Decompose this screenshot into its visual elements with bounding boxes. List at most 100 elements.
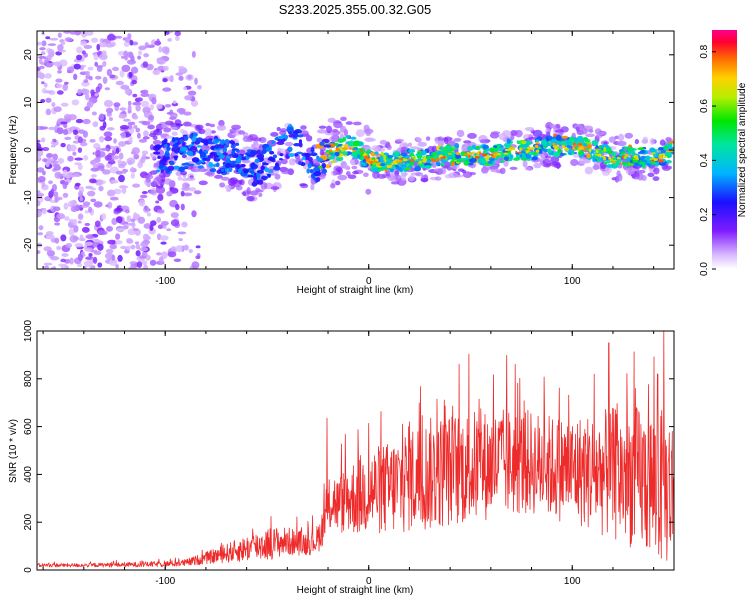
heatmap-cell bbox=[56, 245, 62, 251]
heatmap-cell bbox=[132, 183, 141, 188]
heatmap-cell bbox=[72, 129, 79, 136]
heatmap-cell bbox=[208, 161, 214, 168]
heatmap-cell bbox=[157, 209, 165, 214]
snr-x-axis: -100 0 100 bbox=[42, 331, 655, 587]
heatmap-cell bbox=[522, 160, 528, 168]
heatmap-hotspot bbox=[365, 160, 370, 163]
heatmap-cell bbox=[183, 244, 189, 251]
heatmap-cell bbox=[46, 234, 56, 240]
heatmap-cell bbox=[641, 175, 647, 181]
heatmap-cell bbox=[503, 156, 509, 162]
heatmap-cell bbox=[44, 57, 49, 65]
heatmap-cell bbox=[112, 66, 120, 72]
heatmap-cell bbox=[177, 176, 182, 181]
heatmap-cell bbox=[41, 40, 47, 47]
x-tick-label: 100 bbox=[564, 576, 581, 587]
heatmap-cell bbox=[434, 168, 439, 172]
heatmap-hotspot bbox=[398, 159, 403, 163]
heatmap-cell bbox=[76, 46, 83, 54]
heatmap-cell bbox=[102, 76, 108, 84]
heatmap-cell bbox=[312, 174, 316, 181]
heatmap-cell bbox=[553, 151, 561, 158]
snr-series-line bbox=[37, 331, 674, 568]
heatmap-cell bbox=[157, 224, 164, 230]
heatmap-cell bbox=[71, 99, 80, 106]
heatmap-cell bbox=[89, 138, 96, 143]
heatmap-cell bbox=[442, 158, 449, 162]
heatmap-cell bbox=[510, 133, 515, 141]
heatmap-cell bbox=[133, 212, 138, 219]
heatmap-hotspot bbox=[573, 144, 578, 148]
heatmap-cell bbox=[85, 235, 95, 239]
heatmap-cell bbox=[544, 155, 552, 159]
heatmap-cell bbox=[57, 44, 64, 52]
heatmap-cell bbox=[137, 132, 141, 139]
heatmap-cell bbox=[169, 161, 175, 166]
heatmap-cell bbox=[583, 138, 591, 142]
heatmap-cell bbox=[124, 55, 128, 61]
heatmap-cell bbox=[235, 149, 240, 153]
snr-y-label: SNR (10 * v/v) bbox=[8, 419, 19, 483]
heatmap-cell bbox=[185, 156, 193, 161]
heatmap-cell bbox=[151, 39, 157, 47]
heatmap-cell bbox=[92, 160, 97, 169]
heatmap-cell bbox=[215, 162, 220, 168]
heatmap-cell bbox=[181, 186, 191, 191]
heatmap-cell bbox=[115, 147, 120, 154]
heatmap-cell bbox=[439, 146, 444, 151]
heatmap-cell bbox=[226, 158, 231, 164]
heatmap-cell bbox=[57, 32, 62, 38]
heatmap-cell bbox=[191, 157, 200, 163]
heatmap-cell bbox=[195, 255, 201, 260]
heatmap-cell bbox=[519, 144, 525, 148]
heatmap-cell bbox=[163, 138, 168, 143]
heatmap-cell bbox=[327, 117, 336, 123]
heatmap-cell bbox=[555, 134, 562, 141]
heatmap-hotspot bbox=[579, 147, 584, 150]
heatmap-cell bbox=[257, 179, 264, 185]
heatmap-cell bbox=[575, 126, 580, 132]
heatmap-cell bbox=[214, 174, 223, 179]
heatmap-cell bbox=[140, 100, 150, 108]
heatmap-cell bbox=[659, 139, 666, 146]
heatmap-cell bbox=[133, 125, 138, 129]
heatmap-cell bbox=[153, 176, 162, 185]
heatmap-cell bbox=[108, 117, 113, 121]
heatmap-cell bbox=[215, 138, 222, 142]
heatmap-cell bbox=[533, 162, 542, 169]
heatmap-hotspot bbox=[495, 151, 498, 154]
heatmap-cell bbox=[628, 150, 636, 155]
heatmap-cell bbox=[119, 107, 127, 111]
heatmap-cell bbox=[130, 172, 135, 179]
heatmap-cell bbox=[190, 99, 199, 107]
heatmap-cell bbox=[413, 166, 422, 172]
heatmap-cell bbox=[118, 174, 125, 183]
heatmap-cell bbox=[400, 152, 408, 157]
heatmap-cell bbox=[258, 192, 263, 198]
heatmap-cell bbox=[95, 75, 102, 80]
heatmap-hotspot bbox=[588, 148, 592, 152]
heatmap-cell bbox=[551, 136, 556, 140]
heatmap-hotspot bbox=[561, 145, 565, 148]
heatmap-cell bbox=[47, 49, 55, 57]
heatmap-cell bbox=[115, 207, 123, 212]
heatmap-cell bbox=[37, 167, 45, 173]
heatmap-cell bbox=[84, 247, 93, 252]
heatmap-cell bbox=[77, 220, 82, 224]
heatmap-cell bbox=[77, 88, 82, 95]
heatmap-cell bbox=[190, 169, 201, 173]
heatmap-cell bbox=[248, 134, 258, 141]
heatmap-cell bbox=[255, 187, 261, 193]
heatmap-cell bbox=[106, 225, 114, 232]
heatmap-cell bbox=[105, 107, 114, 114]
heatmap-cell bbox=[310, 152, 318, 157]
heatmap-cell bbox=[75, 118, 84, 124]
heatmap-cell bbox=[389, 168, 395, 173]
heatmap-cell bbox=[169, 116, 177, 120]
heatmap-cell bbox=[270, 186, 280, 190]
heatmap-cell bbox=[280, 158, 288, 165]
y-tick-label: 800 bbox=[23, 370, 34, 387]
heatmap-cell bbox=[83, 44, 93, 49]
heatmap-cell bbox=[467, 132, 477, 139]
heatmap-cell bbox=[113, 102, 121, 108]
